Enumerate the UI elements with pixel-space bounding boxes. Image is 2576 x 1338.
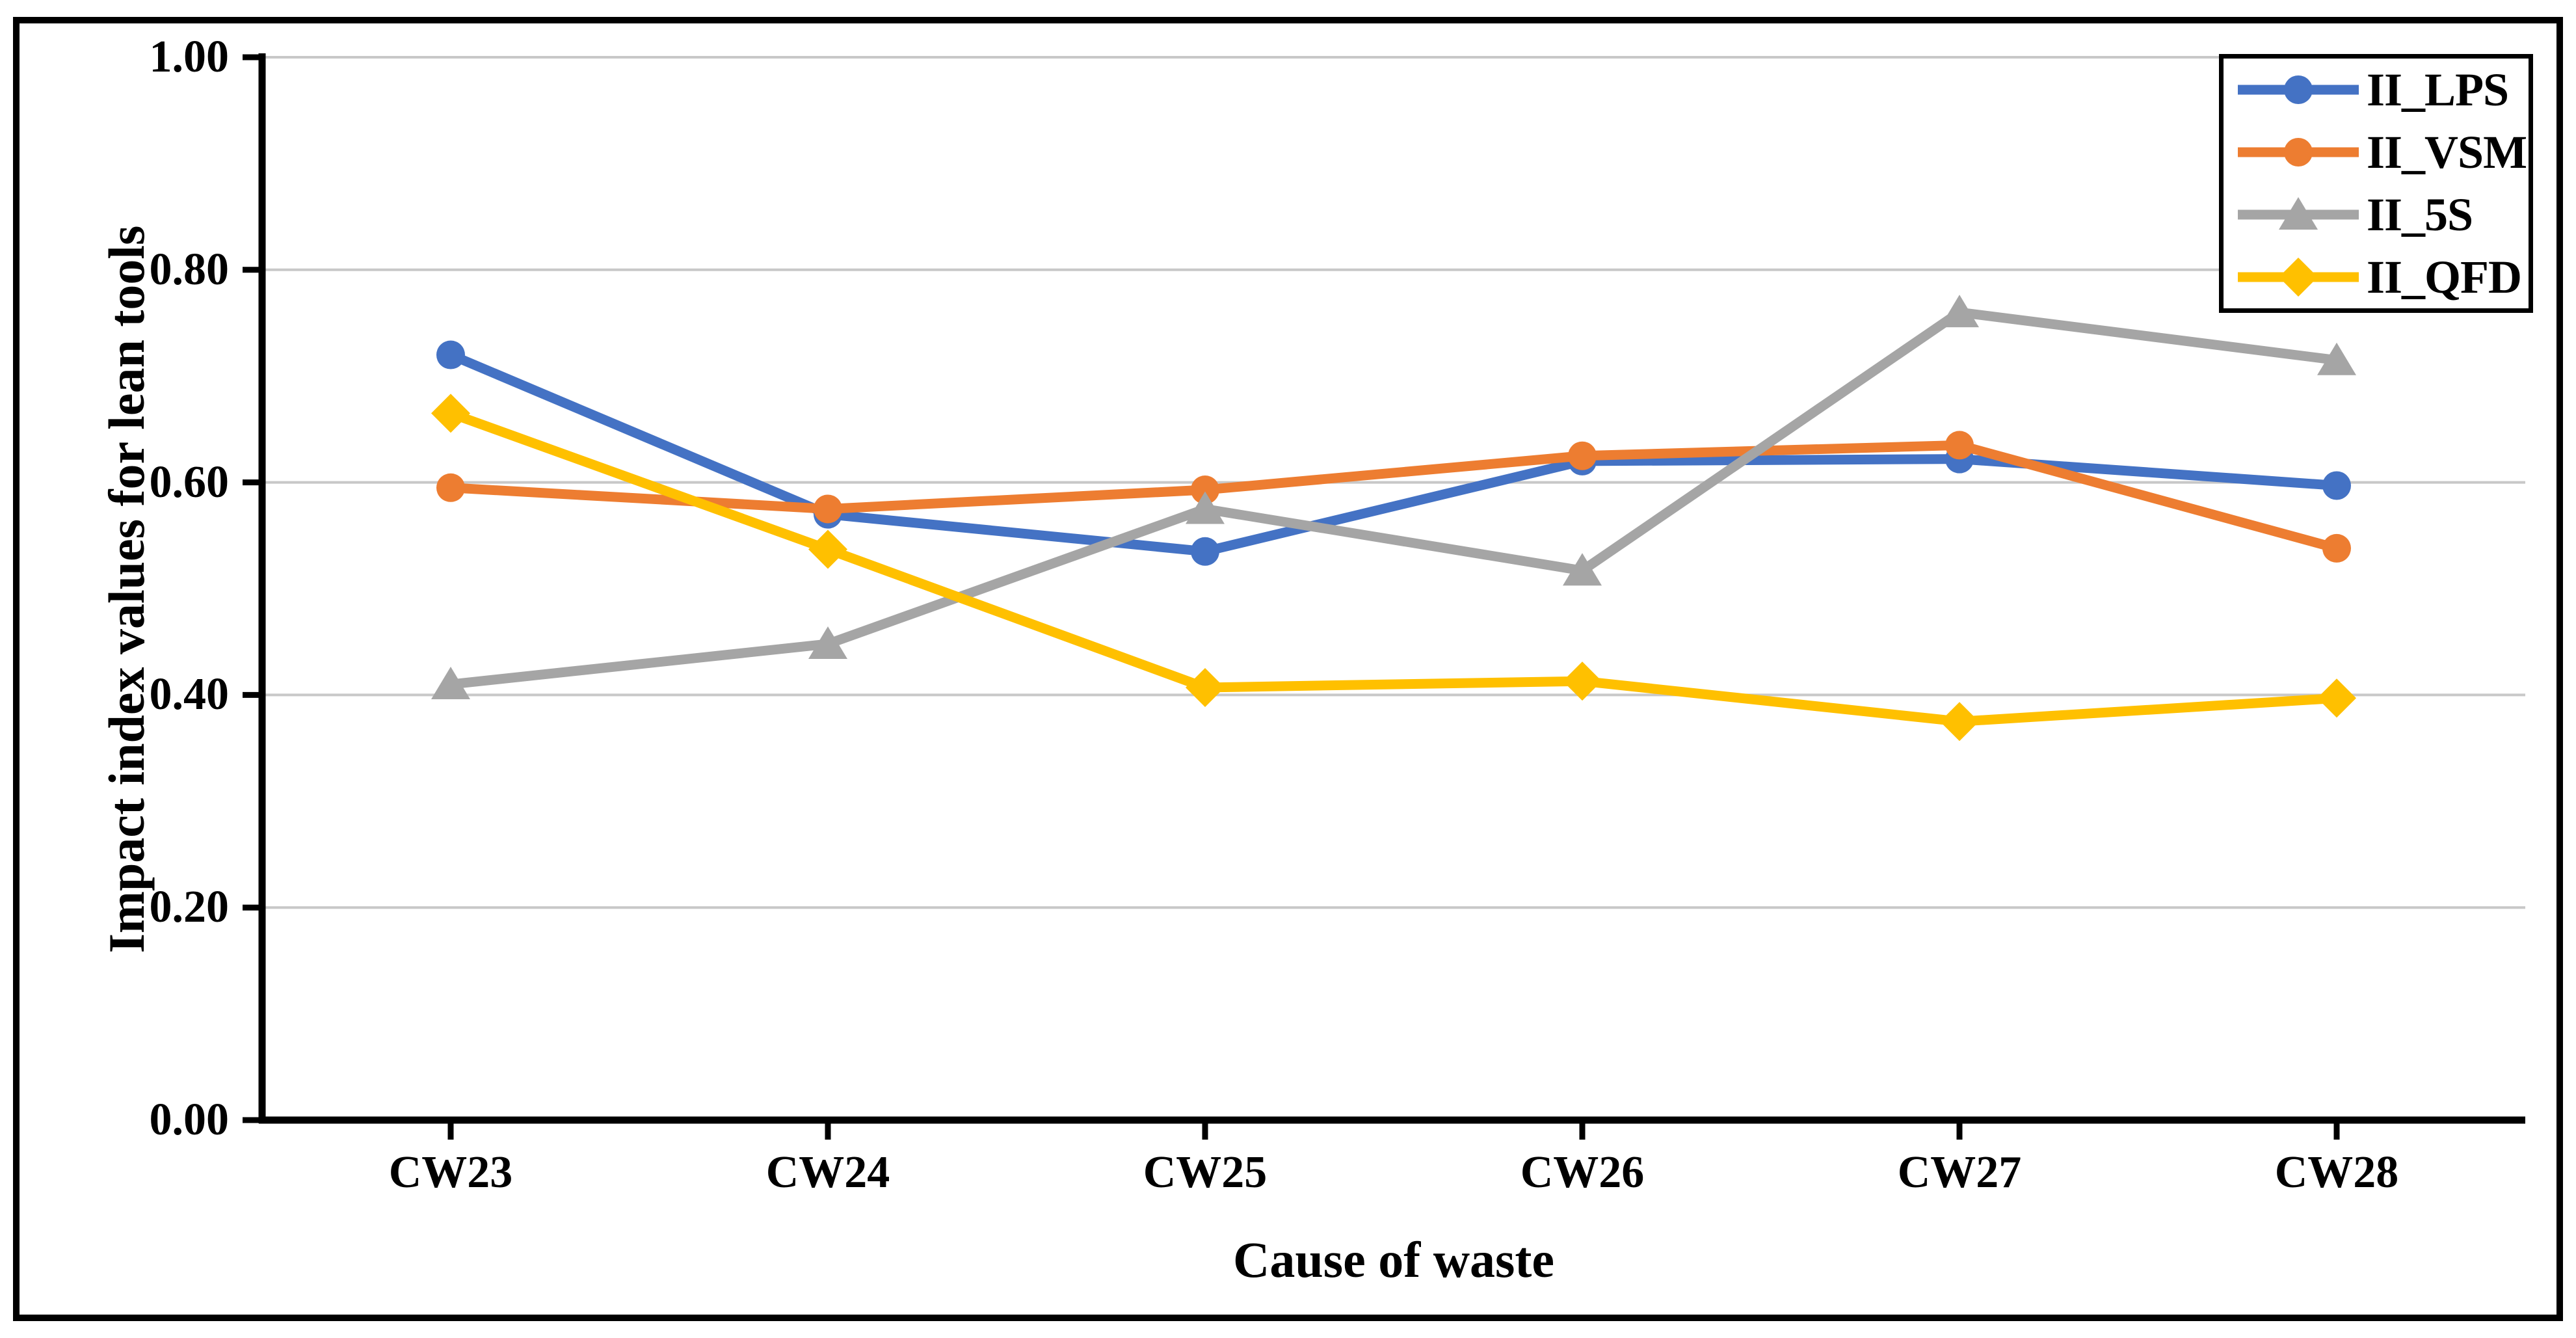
x-category-label: CW26 bbox=[1520, 1147, 1645, 1198]
legend-marker-triangle-icon bbox=[2238, 197, 2359, 230]
marker-II_QFD-CW27 bbox=[1940, 702, 1979, 742]
legend-marker-circle-icon bbox=[2238, 75, 2359, 104]
marker-II_QFD-CW28 bbox=[2317, 678, 2356, 718]
x-category-label: CW25 bbox=[1143, 1147, 1268, 1198]
x-category-label: CW27 bbox=[1897, 1147, 2022, 1198]
legend-item-II_QFD: II_QFD bbox=[2224, 247, 2529, 307]
marker-II_QFD-CW23 bbox=[431, 394, 470, 433]
legend-marker-diamond-icon bbox=[2238, 258, 2359, 297]
marker-II_QFD-CW26 bbox=[1563, 662, 1602, 701]
marker-II_VSM-CW26 bbox=[1568, 441, 1597, 470]
legend: II_LPS II_VSM II_5S II_QFD bbox=[2219, 54, 2533, 313]
marker-II_QFD-CW24 bbox=[808, 529, 847, 569]
marker-II_VSM-CW23 bbox=[436, 473, 465, 502]
legend-marker-circle-icon bbox=[2238, 138, 2359, 167]
marker-II_VSM-CW25 bbox=[1191, 475, 1219, 505]
y-tick-label: 0.00 bbox=[149, 1095, 230, 1145]
legend-item-II_LPS: II_LPS bbox=[2224, 60, 2529, 120]
legend-label: II_5S bbox=[2367, 189, 2473, 241]
marker-II_VSM-CW27 bbox=[1945, 431, 1974, 460]
series-line-II_VSM bbox=[450, 440, 2338, 554]
legend-label: II_LPS bbox=[2367, 64, 2509, 116]
legend-label: II_VSM bbox=[2367, 126, 2527, 178]
marker-II_5S-CW25 bbox=[1186, 491, 1225, 524]
series-line-II_5S bbox=[450, 307, 2337, 689]
series-line-II_QFD bbox=[449, 408, 2337, 727]
x-category-label: CW23 bbox=[388, 1147, 513, 1198]
legend-marker-sample bbox=[2284, 75, 2313, 104]
marker-II_5S-CW26 bbox=[1563, 553, 1602, 586]
x-category-label: CW24 bbox=[765, 1147, 890, 1198]
marker-II_LPS-CW28 bbox=[2322, 471, 2351, 500]
legend-marker-sample bbox=[2284, 138, 2313, 167]
legend-item-II_5S: II_5S bbox=[2224, 185, 2529, 245]
marker-II_QFD-CW25 bbox=[1186, 667, 1225, 707]
legend-marker-sample bbox=[2279, 258, 2318, 297]
y-tick-label: 0.20 bbox=[149, 882, 230, 933]
x-axis-title: Cause of waste bbox=[1233, 1231, 1554, 1288]
marker-II_5S-CW24 bbox=[808, 626, 847, 659]
marker-II_5S-CW27 bbox=[1940, 295, 1979, 328]
marker-II_5S-CW28 bbox=[2317, 342, 2356, 375]
marker-II_LPS-CW23 bbox=[436, 340, 465, 369]
marker-II_VSM-CW24 bbox=[814, 494, 842, 524]
y-axis-title: Impact index values for lean tools bbox=[98, 225, 155, 954]
marker-II_5S-CW23 bbox=[431, 667, 470, 700]
series-line-II_LPS bbox=[449, 350, 2337, 557]
legend-label: II_QFD bbox=[2367, 251, 2522, 303]
marker-II_LPS-CW25 bbox=[1191, 537, 1219, 566]
figure-border bbox=[13, 17, 2563, 1321]
y-tick-label: 0.40 bbox=[149, 669, 230, 720]
marker-II_VSM-CW28 bbox=[2322, 533, 2351, 563]
y-tick-label: 0.80 bbox=[149, 244, 230, 295]
legend-marker-sample bbox=[2279, 197, 2318, 230]
y-tick-label: 1.00 bbox=[149, 32, 230, 82]
y-tick-label: 0.60 bbox=[149, 457, 230, 507]
legend-item-II_VSM: II_VSM bbox=[2224, 122, 2529, 182]
x-category-label: CW28 bbox=[2274, 1147, 2399, 1198]
